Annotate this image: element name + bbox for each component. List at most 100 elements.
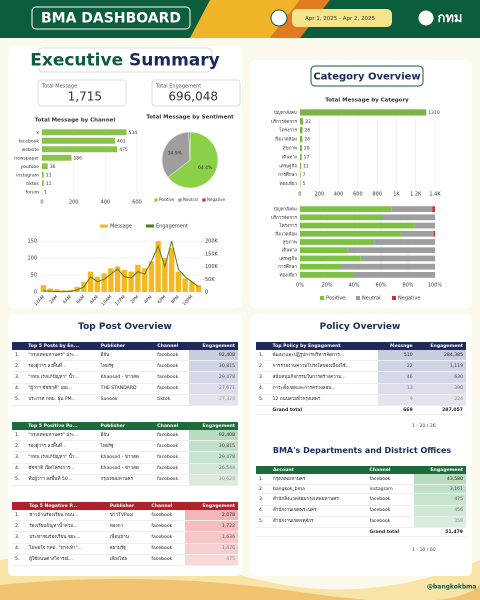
table-cell: ภาระตั้งเขตและการตรวจสอบ... [269, 383, 379, 395]
table-cell: 510 [378, 350, 416, 362]
header-cell: Publisher [100, 343, 126, 349]
y-tick-label: โครงการ [279, 127, 297, 134]
table-cell: กรุงเทพมหานคร [269, 474, 367, 486]
table-cell: 5. [256, 516, 270, 528]
table-cell: "กรุงเทพมหานคร" ประ... [25, 350, 98, 362]
x-tick-label: 600 [353, 192, 363, 198]
legend-label: Message [110, 224, 132, 230]
data-table: Top 5 Positive Po... Publisher Channel Enga… [12, 422, 238, 486]
pagination: 1 - 10 / 60 [412, 548, 436, 553]
legend-label: Negative [398, 296, 420, 302]
y-tick-label: สุขภาพ [283, 146, 297, 152]
x-tick-label: 1.4K [429, 192, 441, 198]
table-cell: ทองกา [106, 520, 149, 533]
header-cell [256, 342, 270, 350]
legend-swatch [100, 224, 108, 228]
y-tick-label: tiktok [26, 181, 39, 187]
table-row: 4. ชัชชาติ เปิดโครงการ... Khaosod - ข่าวสด… [12, 463, 238, 475]
y-tick-label: การศึกษา [278, 264, 297, 270]
kpi-card [151, 79, 241, 107]
table-cell: รองผู้ว่าฯ ลงพื้นที่... [25, 440, 98, 453]
table-cell: การรายงานความโปร่งใสของเมืองใช้... [269, 360, 379, 373]
table-cell: 1,722 [185, 520, 238, 533]
table-cell: 2. [256, 484, 270, 495]
header-cell [12, 342, 25, 350]
y2-tick-label: 0 [205, 290, 208, 296]
table-cell: 92,408 [188, 350, 238, 362]
table-row: 2. รองผู้ว่าฯ ลงพื้นที่... ไทยรัฐ facebook 3… [12, 440, 238, 453]
table-cell: เสียงไทย [106, 554, 149, 566]
table-cell: ร้องเรียนปัญหาน้ำท่วม... [26, 520, 107, 533]
legend-swatch [202, 198, 206, 202]
table-cell: 4. [12, 543, 27, 555]
table-cell: Khaosod - ข่าวสด [97, 371, 155, 384]
y-tick-label: โครงการ [279, 222, 297, 229]
date-range: Apr 1, 2025 - Apr 2, 2025 [305, 16, 375, 22]
pie-slice [167, 131, 219, 189]
value-label: 11 [46, 181, 52, 187]
bar [121, 269, 128, 292]
table-cell: สยามรัฐ [106, 543, 149, 555]
x-tick-label: 400 [334, 192, 344, 198]
x-tick-label: 80% [402, 283, 413, 289]
table-cell: 1. [256, 350, 270, 362]
table-cell: facebook [154, 430, 189, 442]
y-tick-label: facebook [18, 138, 39, 144]
bar [300, 162, 302, 169]
header-cell: Publisher [109, 503, 135, 509]
bar-segment [401, 230, 434, 237]
y-tick-label: instagram [16, 172, 39, 178]
table-cell: 2. [256, 360, 270, 373]
date-picker[interactable] [292, 9, 392, 27]
bar [189, 281, 195, 292]
data-table: Top Policy by Engagement Message Engagemen… [256, 342, 466, 416]
bar-segment [381, 214, 435, 221]
decor [190, 0, 300, 38]
bar-segment [300, 247, 348, 254]
section-title: Executive Summary [30, 51, 220, 71]
header-cell: Engagement [202, 423, 235, 429]
bar [114, 266, 121, 292]
header-row: Top Policy by Engagement Message Engagemen… [256, 342, 466, 350]
header-cell: Account [272, 467, 294, 473]
data-table: Account Channel Engagement 1. กรุงเทพมหานคร f… [256, 466, 466, 538]
legend-label: Neutral [362, 296, 380, 302]
y-tick-label: สิ่งแวดล้อม [275, 136, 297, 143]
table-cell: 46 [378, 371, 416, 384]
table-cell: facebook [154, 383, 189, 395]
table-cell [269, 527, 367, 538]
table-cell: "ผู้ว่าฯ ชัชชาติ" เผย... [25, 383, 98, 395]
title-frame [31, 6, 191, 30]
table-cell: ประกาศ กทม. ฝุ่น PM... [25, 394, 98, 406]
legend-swatch [154, 198, 158, 202]
table-cell: 3,161 [414, 484, 466, 495]
table-row: 1. กรุงเทพมหานคร facebook 43,580 [256, 474, 466, 486]
header-cell: Channel [157, 343, 179, 349]
table-cell: "กทม.เร่งแก้ปัญหา" น้ำ... [25, 371, 98, 384]
legend-label: Neutral [183, 197, 198, 202]
y-tick-label: การศึกษา [278, 172, 297, 178]
header-cell: Top Policy by Engagement [272, 343, 341, 349]
header-cell: Message [390, 343, 413, 349]
table-cell: "กทม.เร่งแก้ปัญหา" น้ำ... [25, 451, 98, 464]
table-cell: 5. [256, 394, 270, 406]
bar-segment [300, 230, 402, 237]
calendar-icon[interactable] [270, 9, 288, 27]
table-cell: 4. [12, 383, 26, 395]
kpi-value: 696,048 [168, 90, 218, 104]
table-cell: 30,815 [188, 440, 238, 453]
x-tick-label: 40% [348, 283, 359, 289]
table-cell: 3. [12, 531, 27, 544]
table-cell: 27,324 [188, 394, 238, 406]
value-label: 34.9% [168, 150, 183, 156]
x-tick-label: 8PM [170, 294, 181, 305]
legend-label: Positive [326, 296, 345, 302]
bar [108, 268, 114, 292]
table-cell: 287,057 [415, 405, 466, 416]
table-cell: Khaosod - ข่าวสด [97, 463, 155, 475]
table-cell: facebook [154, 463, 189, 475]
table-cell: 13 [378, 383, 416, 395]
bar [42, 137, 115, 144]
bar [182, 278, 188, 292]
value-label: 20 [304, 146, 310, 152]
